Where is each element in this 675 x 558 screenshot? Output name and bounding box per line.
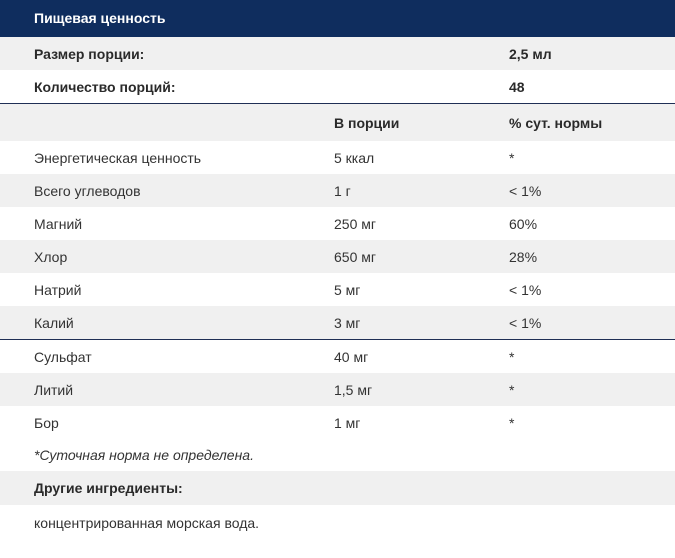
other-ingredients-label: Другие ингредиенты: [34, 480, 183, 496]
serving-size-row: Размер порции: 2,5 мл [0, 37, 675, 70]
nutrient-daily-value: < 1% [509, 314, 542, 331]
serving-size-value: 2,5 мл [509, 45, 552, 62]
other-ingredients-value: концентрированная морская вода. [34, 515, 260, 531]
table-row: Натрий 5 мг < 1% [0, 273, 675, 306]
column-per-serving: В порции [334, 114, 400, 131]
servings-label: Количество порций: [34, 78, 176, 95]
table-row: Бор 1 мг * [0, 406, 675, 439]
nutrient-name: Литий [34, 381, 74, 398]
nutrient-amount: 250 мг [334, 215, 376, 232]
nutrient-amount: 650 мг [334, 248, 376, 265]
nutrient-name: Натрий [34, 281, 82, 298]
servings-row: Количество порций: 48 [0, 70, 675, 103]
panel-title: Пищевая ценность [0, 0, 675, 37]
nutrient-daily-value: * [509, 414, 515, 431]
nutrient-amount: 5 мг [334, 281, 361, 298]
nutrient-name: Бор [34, 414, 59, 431]
table-row: Хлор 650 мг 28% [0, 240, 675, 273]
nutrient-daily-value: < 1% [509, 281, 542, 298]
table-row: Сульфат 40 мг * [0, 339, 675, 373]
nutrient-name: Магний [34, 215, 83, 232]
column-daily-value: % сут. нормы [509, 114, 603, 131]
nutrient-amount: 1 г [334, 182, 351, 199]
table-row: Энергетическая ценность 5 ккал * [0, 141, 675, 174]
footnote: *Суточная норма не определена. [34, 447, 254, 463]
nutrient-name: Всего углеводов [34, 182, 141, 199]
servings-value: 48 [509, 78, 525, 95]
nutrient-name: Хлор [34, 248, 68, 265]
nutrient-amount: 40 мг [334, 348, 369, 365]
nutrient-amount: 3 мг [334, 314, 361, 331]
table-row: Всего углеводов 1 г < 1% [0, 174, 675, 207]
nutrient-name: Сульфат [34, 348, 92, 365]
nutrient-name: Калий [34, 314, 74, 331]
serving-size-label: Размер порции: [34, 45, 145, 62]
nutrient-daily-value: < 1% [509, 182, 542, 199]
nutrient-amount: 1 мг [334, 414, 361, 431]
table-row: Калий 3 мг < 1% [0, 306, 675, 339]
other-ingredients-row: Другие ингредиенты: [0, 471, 675, 505]
table-row: Литий 1,5 мг * [0, 373, 675, 406]
nutrition-facts-panel: Пищевая ценность Размер порции: 2,5 мл К… [0, 0, 675, 531]
nutrient-daily-value: * [509, 348, 515, 365]
nutrient-daily-value: * [509, 149, 515, 166]
nutrient-amount: 1,5 мг [334, 381, 373, 398]
nutrient-amount: 5 ккал [334, 149, 375, 166]
nutrient-name: Энергетическая ценность [34, 149, 202, 166]
columns-header-row: В порции % сут. нормы [0, 103, 675, 141]
nutrient-daily-value: 28% [509, 248, 538, 265]
table-row: Магний 250 мг 60% [0, 207, 675, 240]
nutrient-daily-value: 60% [509, 215, 538, 232]
nutrient-daily-value: * [509, 381, 515, 398]
